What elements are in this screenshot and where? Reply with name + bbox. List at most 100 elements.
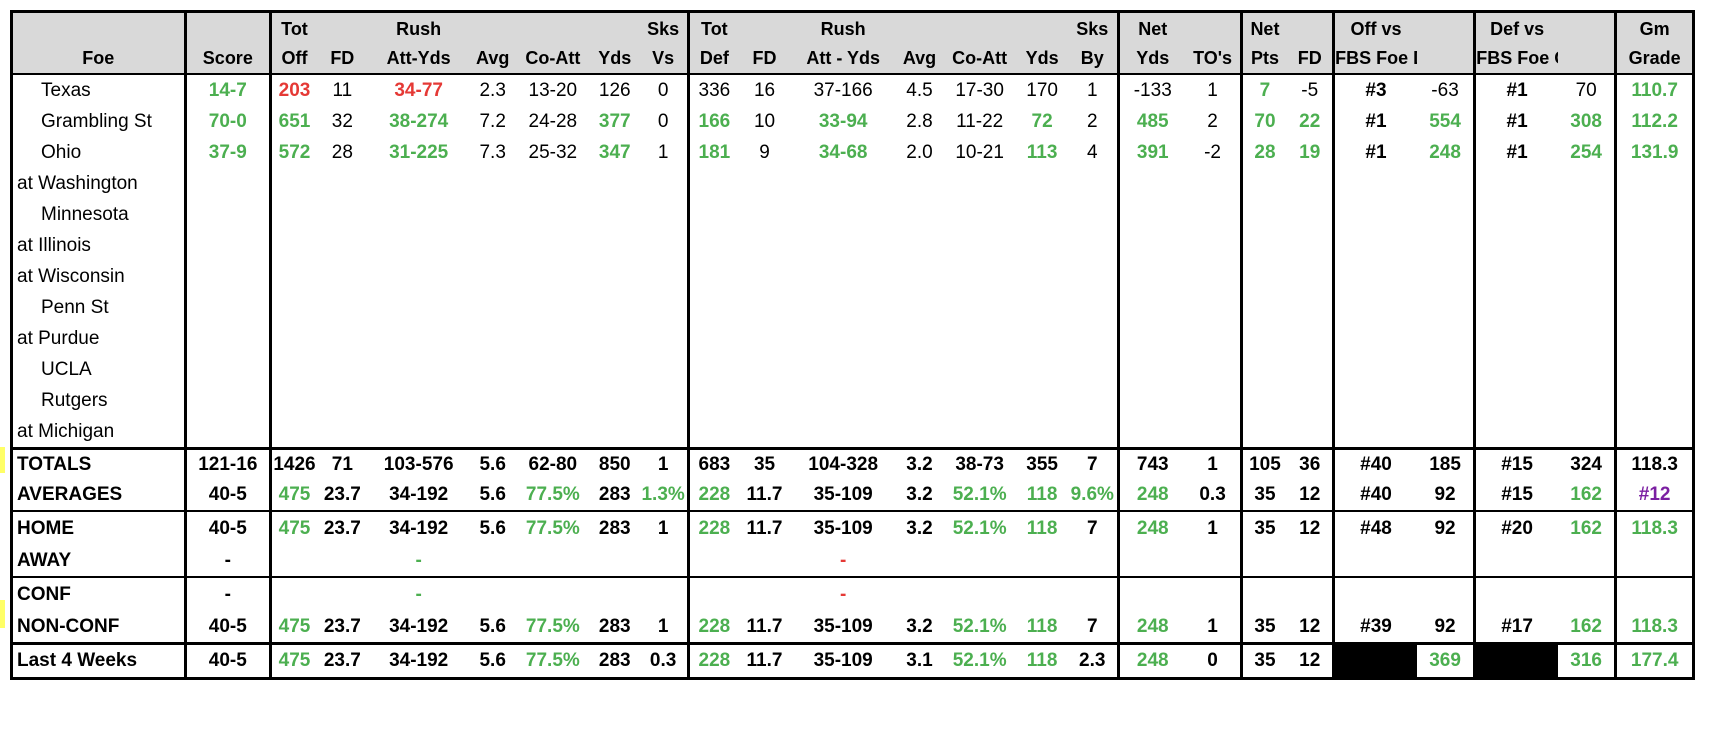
cell-drush: 35-109: [813, 616, 873, 637]
cell-tot_def: [686, 416, 740, 450]
cell-dyds: [1017, 261, 1068, 292]
header-bottom-sks_vs: Vs: [639, 44, 689, 75]
cell-off_rank: #40: [1332, 448, 1417, 480]
cell-avg: 7.3: [479, 141, 506, 163]
cell-davg: 2.0: [906, 141, 933, 163]
cell-net_pts: [1239, 261, 1288, 292]
cell-tos: 1: [1185, 510, 1242, 546]
cell-score: [183, 385, 271, 416]
cell-score: 37-9: [183, 137, 271, 168]
cell-net_yds: [1116, 261, 1186, 292]
cell-dyds: 113: [1026, 141, 1058, 163]
cell-dco_att: [942, 416, 1017, 450]
cell-fd: [316, 416, 368, 450]
header-bottom-net_fd: FD: [1287, 44, 1334, 75]
cell-score: 40-5: [183, 480, 271, 511]
summary-label: HOME: [10, 510, 186, 546]
cell-fd: 23.7: [323, 484, 361, 505]
cell-score: [183, 416, 271, 450]
cell-tot_off: 572: [269, 137, 317, 168]
cell-net_fd: [1287, 385, 1333, 416]
cell-def_val: 316: [1557, 642, 1616, 680]
cell-net_yds: 485: [1116, 106, 1186, 137]
cell-def_val: [1558, 168, 1616, 199]
foe-name: at Washington: [10, 168, 186, 199]
cell-dco_att: 52.1%: [952, 484, 1007, 505]
cell-sks_vs: 1: [657, 616, 669, 637]
cell-yds: [590, 323, 640, 354]
cell-def_rank: #15: [1473, 448, 1558, 480]
cell-tot_def: 181: [686, 137, 740, 168]
cell-off_val: 369: [1416, 642, 1475, 680]
cell-rush: [367, 416, 470, 450]
cell-tos: [1186, 199, 1242, 230]
cell-davg: 3.1: [896, 642, 943, 680]
cell-sks_by: 7: [1086, 616, 1098, 637]
cell-dfd: 11.7: [746, 484, 783, 505]
foe-name: Penn St: [10, 292, 186, 323]
cell-dco_att: 52.1%: [942, 510, 1017, 546]
cell-rush: -: [367, 576, 470, 612]
cell-score: [183, 354, 271, 385]
summary-label: AWAY: [10, 546, 186, 577]
cell-tos: [1186, 385, 1242, 416]
cell-def_val: [1558, 323, 1616, 354]
cell-co_att: [516, 354, 590, 385]
cell-rush: 31-225: [389, 141, 449, 163]
cell-drush: [790, 323, 896, 354]
header-bottom-tos: TO's: [1185, 44, 1242, 75]
cell-grade: 112.2: [1614, 106, 1695, 137]
cell-net_pts: 35: [1239, 612, 1288, 644]
cell-sks_by: 4: [1086, 141, 1098, 163]
cell-dyds: 72: [1031, 110, 1053, 132]
cell-drush: [790, 230, 896, 261]
cell-dco_att: 10-21: [955, 141, 1004, 163]
cell-net_yds: 743: [1116, 448, 1186, 480]
cell-sks_vs: [640, 546, 689, 577]
cell-off_val: [1417, 323, 1475, 354]
header-top-sks_by: Sks: [1067, 10, 1119, 44]
cell-sks_vs: [640, 385, 689, 416]
cell-tos: 1: [1207, 454, 1218, 475]
header-bottom-def_rank: FBS Foe Off: [1473, 44, 1558, 75]
header-top-dyds: [1016, 10, 1068, 44]
header-top-yds: [589, 10, 640, 44]
cell-net_pts: [1239, 230, 1288, 261]
cell-off_rank: [1332, 230, 1417, 261]
foe-name: Rutgers: [10, 385, 186, 416]
summary-row-totals: TOTALS 121-16 1426 71 103-576 5.6 62-80 850 1 683…: [10, 448, 1695, 480]
header-bottom-sks_by: By: [1067, 44, 1119, 75]
cell-sks_by: 9.6%: [1070, 484, 1114, 505]
cell-off_rank: [1332, 292, 1417, 323]
cell-net_pts: [1239, 354, 1288, 385]
cell-davg: [896, 354, 942, 385]
cell-davg: [896, 416, 943, 450]
cell-score: 14-7: [183, 74, 271, 106]
header-top-tot_def: Tot: [686, 10, 740, 44]
cell-net_fd: 12: [1287, 510, 1334, 546]
cell-grade: [1614, 576, 1695, 612]
cell-co_att: 77.5%: [515, 510, 590, 546]
cell-davg: [896, 576, 943, 612]
cell-net_fd: [1287, 354, 1333, 385]
cell-sks_vs: 0: [657, 79, 669, 101]
cell-tos: [1185, 576, 1242, 612]
cell-sks_vs: [640, 261, 689, 292]
cell-net_fd: 22: [1299, 110, 1321, 132]
cell-dco_att: [943, 261, 1017, 292]
cell-rush: -: [415, 550, 422, 571]
cell-dfd: 35: [753, 454, 776, 475]
cell-co_att: 77.5%: [525, 484, 580, 505]
cell-yds: [590, 168, 640, 199]
summary-label: Last 4 Weeks: [10, 642, 186, 680]
summary-row-away: AWAY - - -: [10, 546, 1695, 577]
cell-tot_def: 228: [686, 480, 740, 511]
cell-avg: [469, 416, 516, 450]
cell-net_pts: [1239, 323, 1288, 354]
cell-davg: 3.2: [906, 454, 933, 475]
cell-avg: [470, 230, 516, 261]
cell-rush: [368, 385, 470, 416]
cell-tos: 2: [1207, 110, 1218, 132]
cell-fd: [317, 546, 368, 577]
cell-net_pts: 28: [1239, 137, 1288, 168]
